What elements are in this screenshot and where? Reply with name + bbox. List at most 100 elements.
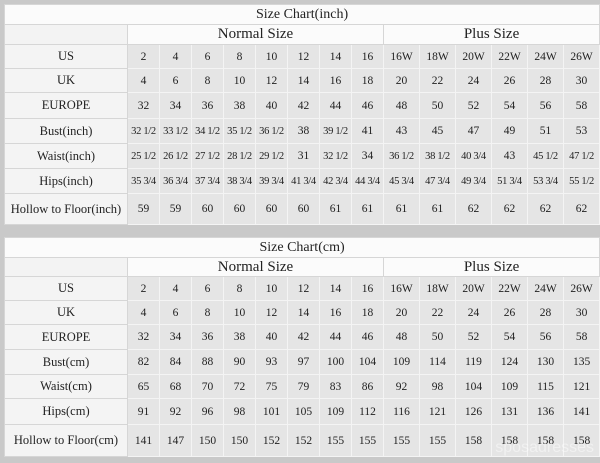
table-cell: 36 1/2: [255, 118, 288, 144]
table-cell: 97: [287, 349, 320, 375]
table-row: EUROPE 32 34 36 38 40 42 44 46 48 50 52 54 56 58: [4, 324, 600, 350]
table-cell: 40: [255, 92, 288, 119]
table-cell: 16: [351, 44, 384, 69]
table-cell: 41 3/4: [287, 168, 320, 194]
table-row: Hips(inch) 35 3/4 36 3/4 37 3/4 38 3/4 39 3/4…: [4, 168, 600, 194]
table-cell: 50: [419, 324, 456, 350]
table-cell: 52: [455, 92, 492, 119]
table-cell: 83: [319, 374, 352, 399]
table-cell: 24: [455, 68, 492, 93]
table-row: UK 4 6 8 10 12 14 16 18 20 22 24 26 28 30: [4, 300, 600, 325]
row-label: UK: [4, 68, 128, 93]
table-cell: 22: [419, 300, 456, 325]
table-cell: 141: [127, 424, 160, 457]
table-cell: 130: [527, 349, 564, 375]
table-cell: 10: [255, 44, 288, 69]
table-cell: 12: [255, 68, 288, 93]
table-cell: 24W: [527, 44, 564, 69]
table-cell: 35 3/4: [127, 168, 160, 194]
table-row: Bust(inch) 32 1/2 33 1/2 34 1/2 35 1/2 36 1/2…: [4, 118, 600, 144]
table-cell: 131: [491, 398, 528, 425]
table-cell: 101: [255, 398, 288, 425]
table-cell: 32: [127, 324, 160, 350]
table-cell: 34: [159, 324, 192, 350]
table-cell: 14: [319, 44, 352, 69]
table-cell: 42: [287, 92, 320, 119]
table-cell: 104: [351, 349, 384, 375]
table-cell: 20: [383, 68, 420, 93]
table-cell: 18W: [419, 44, 456, 69]
table-cell: 141: [562, 398, 600, 425]
table-cell: 124: [491, 349, 528, 375]
table-cell: 54: [491, 92, 528, 119]
table-cell: 155: [319, 424, 352, 457]
table-row: Bust(cm) 82 84 88 90 93 97 100 104 109 114 119 124 13…: [4, 349, 600, 375]
row-label: US: [4, 276, 128, 301]
table-cell: 55 1/2: [562, 168, 600, 194]
table-cell: 92: [159, 398, 192, 425]
table-cell: 6: [191, 276, 224, 301]
table-cell: 10: [223, 68, 256, 93]
corner-cell: [4, 24, 128, 45]
table-cell: 16W: [383, 276, 420, 301]
table-cell: 65: [127, 374, 160, 399]
table-cell: 46: [351, 324, 384, 350]
table-cell: 147: [159, 424, 192, 457]
table-cell: 98: [419, 374, 456, 399]
table-cell: 10: [255, 276, 288, 301]
table-cell: 26W: [562, 276, 600, 301]
table-cell: 6: [159, 68, 192, 93]
table-row: Hollow to Floor(cm) 141 147 150 150 152 152 155…: [4, 424, 600, 457]
table-cell: 38: [287, 118, 320, 144]
table-cell: 41: [351, 118, 384, 144]
table-cell: 34: [159, 92, 192, 119]
table-cell: 22W: [491, 44, 528, 69]
table-cell: 53: [562, 118, 600, 144]
watermark: sposadresses: [495, 439, 594, 456]
table-cell: 30: [562, 68, 600, 93]
row-label: Hollow to Floor(inch): [4, 193, 128, 225]
table-cell: 44: [319, 324, 352, 350]
table-cell: 98: [223, 398, 256, 425]
table-cell: 39 1/2: [319, 118, 352, 144]
table-cell: 22: [419, 68, 456, 93]
table-cell: 28 1/2: [223, 143, 256, 169]
table-cell: 121: [419, 398, 456, 425]
table-cell: 48: [383, 92, 420, 119]
table-cell: 49: [491, 118, 528, 144]
table-cell: 90: [223, 349, 256, 375]
table-cell: 91: [127, 398, 160, 425]
table-cell: 38 1/2: [419, 143, 456, 169]
table-cell: 34: [351, 143, 384, 169]
table-cell: 61: [319, 193, 352, 225]
table-row: EUROPE 32 34 36 38 40 42 44 46 48 50 52 54 56 58: [4, 92, 600, 119]
table-cell: 158: [455, 424, 492, 457]
table-cell: 33 1/2: [159, 118, 192, 144]
size-chart-inch: Size Chart(inch) Normal Size Plus Size US…: [3, 4, 600, 225]
table-row: US 2 4 6 8 10 12 14 16 16W 18W 20W 22W 24W 26W: [4, 44, 600, 69]
table-cell: 150: [223, 424, 256, 457]
table-cell: 60: [191, 193, 224, 225]
table-cell: 70: [191, 374, 224, 399]
table-cell: 88: [191, 349, 224, 375]
table-cell: 60: [255, 193, 288, 225]
table-cell: 12: [287, 276, 320, 301]
table-cell: 10: [223, 300, 256, 325]
table-cell: 104: [455, 374, 492, 399]
table-cell: 86: [351, 374, 384, 399]
table-cell: 24W: [527, 276, 564, 301]
row-label: EUROPE: [4, 92, 128, 119]
table-cell: 58: [562, 324, 600, 350]
table-cell: 16W: [383, 44, 420, 69]
table-cell: 42: [287, 324, 320, 350]
table-row: US 2 4 6 8 10 12 14 16 16W 18W 20W 22W 24W 26W: [4, 276, 600, 301]
table-cell: 75: [255, 374, 288, 399]
table-cell: 39 3/4: [255, 168, 288, 194]
row-label: Hollow to Floor(cm): [4, 424, 128, 457]
size-chart-cm: Size Chart(cm) Normal Size Plus Size US 2 4…: [3, 237, 600, 457]
table-cell: 12: [287, 44, 320, 69]
table-cell: 48: [383, 324, 420, 350]
table-cell: 45: [419, 118, 456, 144]
table-cell: 82: [127, 349, 160, 375]
table-cell: 43: [491, 143, 528, 169]
